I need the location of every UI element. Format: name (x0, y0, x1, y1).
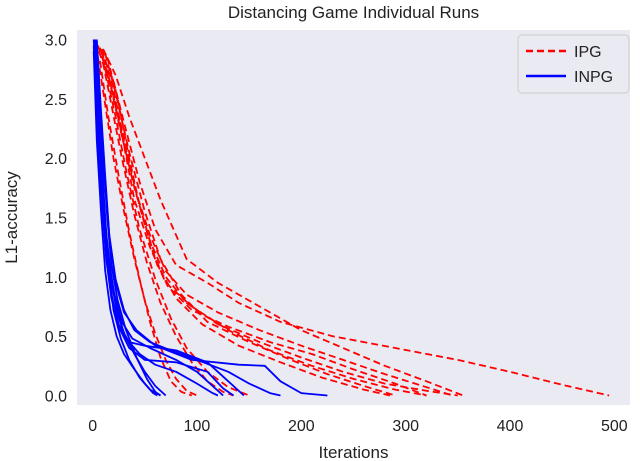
legend-box (517, 34, 630, 94)
y-tick-label: 1.0 (45, 270, 67, 287)
legend-label-ipg: IPG (574, 44, 602, 61)
inpg-series-line (92, 51, 158, 397)
y-tick-label: 2.5 (45, 92, 67, 109)
x-tick-label: 0 (88, 418, 97, 435)
x-tick-label: 500 (601, 418, 628, 435)
legend: IPG INPG (517, 34, 630, 94)
y-tick-label: 0.5 (45, 329, 67, 346)
ipg-series-line (102, 48, 464, 397)
ipg-series-line (99, 60, 193, 397)
ipg-series-line (104, 69, 250, 397)
y-axis-label: L1-accuracy (2, 171, 21, 264)
x-tick-label: 200 (288, 418, 315, 435)
axis-ticks: 0 100 200 300 400 500 0.0 0.5 1.0 1.5 2.0 2.5 3.0 (45, 32, 628, 435)
x-axis-label: Iterations (319, 443, 389, 461)
x-tick-label: 400 (497, 418, 524, 435)
ipg-series-line (106, 57, 427, 397)
ipg-series-line (97, 45, 458, 397)
ipg-series-line (101, 48, 453, 397)
inpg-series-line (92, 45, 235, 397)
x-tick-label: 300 (392, 418, 419, 435)
x-tick-label: 100 (184, 418, 211, 435)
y-tick-label: 3.0 (45, 32, 67, 49)
legend-label-inpg: INPG (574, 69, 613, 86)
inpg-series-line (93, 44, 224, 397)
ipg-series-line (100, 51, 610, 397)
ipg-series-line (104, 53, 396, 397)
y-tick-label: 1.5 (45, 211, 67, 228)
y-tick-label: 0.0 (45, 389, 67, 406)
y-tick-label: 2.0 (45, 151, 67, 168)
chart-title: Distancing Game Individual Runs (228, 3, 479, 22)
series-lines (92, 39, 610, 397)
inpg-series-line (95, 41, 281, 397)
